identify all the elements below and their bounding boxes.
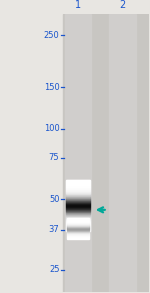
Text: 75: 75 <box>49 153 59 162</box>
Bar <box>66 180 90 181</box>
Bar <box>66 214 90 215</box>
Bar <box>66 220 90 221</box>
Bar <box>66 189 90 190</box>
Bar <box>66 224 90 225</box>
Bar <box>66 199 90 200</box>
Bar <box>66 198 90 199</box>
Bar <box>65 13 91 292</box>
Bar <box>66 193 90 194</box>
Bar <box>66 216 90 217</box>
Bar <box>66 203 90 204</box>
Bar <box>66 206 90 207</box>
Bar <box>66 183 90 184</box>
Bar <box>66 212 90 213</box>
Bar <box>66 191 90 192</box>
Bar <box>66 201 90 202</box>
Bar <box>66 229 90 230</box>
Bar <box>66 228 90 229</box>
Bar <box>66 187 90 188</box>
Bar <box>66 182 90 183</box>
Bar <box>66 210 90 211</box>
Bar <box>66 227 90 228</box>
Text: 37: 37 <box>49 225 59 234</box>
Text: 100: 100 <box>44 124 59 133</box>
Bar <box>66 207 90 208</box>
Bar <box>66 219 90 220</box>
Bar <box>66 211 90 212</box>
Text: 1: 1 <box>75 0 81 10</box>
Bar <box>66 209 90 210</box>
Bar <box>66 225 90 226</box>
Bar <box>66 200 90 201</box>
Text: 50: 50 <box>49 195 59 204</box>
Text: 250: 250 <box>44 31 59 40</box>
Bar <box>66 217 90 218</box>
Bar <box>66 196 90 197</box>
Bar <box>66 194 90 195</box>
Bar <box>66 188 90 189</box>
Bar <box>66 223 90 224</box>
Bar <box>66 184 90 185</box>
Bar <box>66 190 90 191</box>
Bar <box>66 221 90 222</box>
Bar <box>66 205 90 206</box>
Bar <box>66 192 90 193</box>
Bar <box>66 195 90 196</box>
Bar <box>66 181 90 182</box>
Bar <box>66 186 90 187</box>
Text: 25: 25 <box>49 265 59 274</box>
Bar <box>66 222 90 223</box>
Bar <box>109 13 136 292</box>
Bar <box>66 213 90 214</box>
Bar <box>66 215 90 216</box>
Bar <box>66 218 90 219</box>
Bar <box>63 13 148 292</box>
Bar <box>66 202 90 203</box>
Bar <box>66 197 90 198</box>
Bar <box>66 204 90 205</box>
Bar <box>66 208 90 209</box>
Bar <box>66 185 90 186</box>
Text: 2: 2 <box>119 0 126 10</box>
Bar <box>66 230 90 231</box>
Bar <box>66 226 90 227</box>
Text: 150: 150 <box>44 83 59 92</box>
